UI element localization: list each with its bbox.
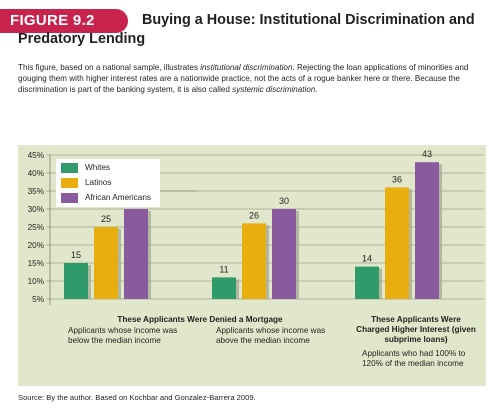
bar-whites — [64, 263, 88, 299]
data-label: 43 — [422, 149, 432, 159]
figure-caption: This figure, based on a national sample,… — [18, 63, 484, 95]
bar-african-americans — [415, 162, 439, 299]
bar-latinos — [385, 187, 409, 299]
group-title-denied: These Applicants Were Denied a Mortgage — [117, 315, 283, 324]
data-label: 30 — [279, 196, 289, 206]
figure-title: Buying a House: Institutional Discrimina… — [18, 12, 475, 47]
y-tick-label: 35% — [28, 187, 44, 196]
bar-whites — [355, 266, 379, 299]
bar-african-americans — [272, 209, 296, 299]
caption-emphasis-2: systemic discrimination — [232, 84, 316, 94]
bar-whites — [212, 277, 236, 299]
legend-label: Latinos — [85, 178, 112, 187]
group-sub-above-median: Applicants whose income was above the me… — [216, 326, 326, 345]
caption-text-2: . Rejecting the loan applications of min… — [18, 63, 469, 94]
data-label: 36 — [392, 174, 402, 184]
legend-swatch — [61, 163, 78, 173]
data-label: 15 — [71, 250, 81, 260]
legend-swatch — [61, 178, 78, 188]
legend-label: African Americans — [85, 193, 151, 202]
data-label: 26 — [249, 210, 259, 220]
legend-label: Whites — [85, 163, 111, 172]
chart-legend: Whites Latinos African Americans — [56, 159, 160, 207]
data-label: 14 — [362, 254, 372, 264]
bar-latinos — [94, 227, 118, 299]
caption-text-1: This figure, based on a national sample,… — [18, 63, 201, 72]
source-note: Source: By the author. Based on Kochbar … — [18, 393, 256, 402]
group-sub-below-median: Applicants whose income was below the me… — [68, 326, 178, 345]
y-tick-label: 15% — [28, 259, 44, 268]
y-tick-label: 40% — [28, 169, 44, 178]
group-title-higher-interest: These Applicants Were Charged Higher Int… — [356, 315, 476, 344]
data-label: 11 — [219, 264, 228, 274]
y-tick-label: 10% — [28, 277, 44, 286]
data-label: 25 — [101, 214, 111, 224]
bar-african-americans — [124, 209, 148, 299]
figure-label-badge: FIGURE 9.2 — [0, 9, 128, 33]
y-tick-label: 30% — [28, 205, 44, 214]
y-tick-label: 45% — [28, 151, 44, 160]
y-tick-label: 5% — [32, 295, 44, 304]
caption-emphasis-1: institutional discrimination — [200, 63, 293, 72]
bar-latinos — [242, 223, 266, 299]
y-tick-label: 25% — [28, 223, 44, 232]
caption-text-3: . — [315, 84, 318, 94]
y-tick-label: 20% — [28, 241, 44, 250]
legend-swatch — [61, 193, 78, 203]
group-sub-100-120-median: Applicants who had 100% to 120% of the m… — [362, 349, 466, 368]
